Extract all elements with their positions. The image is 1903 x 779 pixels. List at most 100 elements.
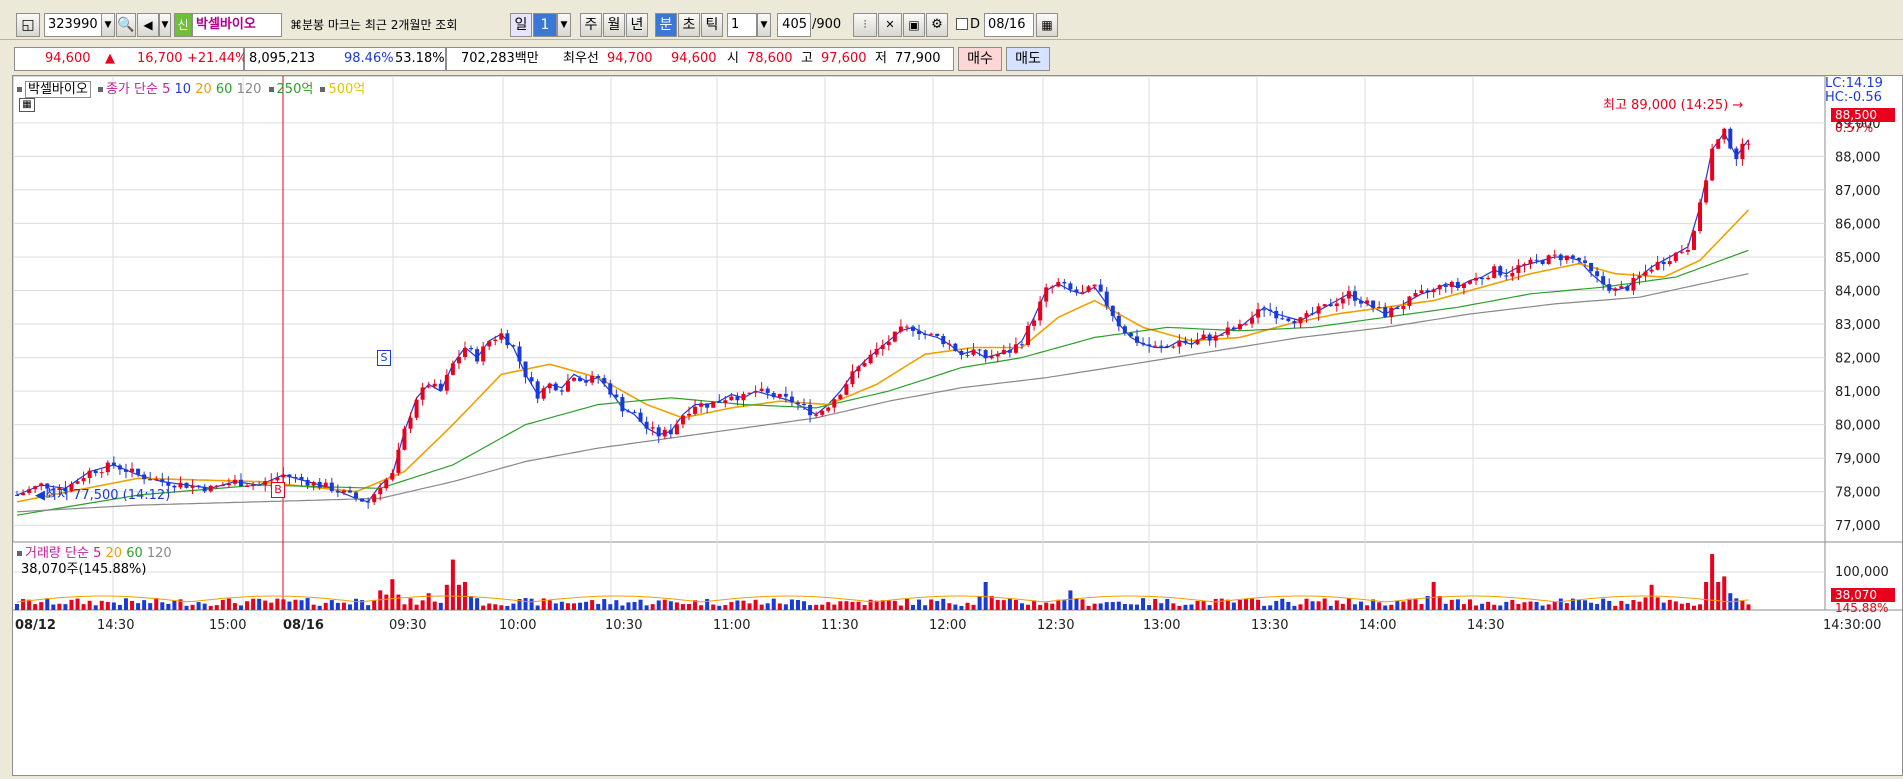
candle [892,331,897,342]
period-week-button[interactable]: 주 [580,13,602,37]
volume-ma60: 60 [126,546,143,561]
candle [1153,345,1158,347]
volume-bar [1322,598,1327,610]
stock-code-input[interactable]: 323990 [44,13,102,37]
price-chart[interactable]: 89,00088,00087,00086,00085,00084,00083,0… [12,75,1902,775]
candle [626,411,631,413]
open-label: 시 [727,51,739,66]
calendar-icon[interactable]: ▦ [1036,13,1058,37]
volume-bar [1631,600,1636,610]
candle [674,424,679,435]
volume-bar [1655,597,1660,610]
candle [469,347,474,350]
period-tick-button[interactable]: 틱 [701,13,723,37]
buy-button[interactable]: 매수 [958,47,1002,71]
volume-bar [602,599,607,610]
volume-bar [1673,601,1678,610]
volume-bar [1268,605,1273,610]
candle [1558,254,1563,261]
stock-name[interactable]: 박셀바이오 [192,13,282,37]
candle [904,326,909,328]
candle [1013,344,1018,353]
legend-ma-label[interactable]: 종가 단순 [105,82,158,97]
candle-type-icon[interactable]: ⫶ [853,13,877,37]
period-month-button[interactable]: 월 [603,13,625,37]
candle [1649,269,1654,272]
volume-bar [1153,598,1158,610]
period-day-button[interactable]: 일 [510,13,532,37]
candle [656,427,661,437]
speaker-icon[interactable]: ◀︎ [137,13,159,37]
volume-bar [81,604,86,610]
save-icon[interactable]: ▣ [903,13,925,37]
volume-tick-label: 100,000 [1835,565,1889,580]
volume-bar [105,602,110,610]
volume-bar [184,605,189,610]
interval-input[interactable]: 1 [727,13,757,37]
candle [450,363,455,375]
candle [1546,255,1551,265]
volume-bar [795,599,800,610]
candle [959,350,964,356]
search-icon[interactable]: 🔍 [116,13,136,37]
legend-stock-name[interactable]: 박셀바이오 [25,81,91,98]
volume-bar [1359,601,1363,610]
x-tick-label: 14:30 [97,618,134,633]
candle [1679,251,1684,253]
sell-marker[interactable]: S [377,350,391,366]
crosshair-icon[interactable]: ✕ [878,13,902,37]
candle [1449,281,1454,287]
volume-bar [693,600,698,610]
volume-bar [299,600,304,610]
candle [1098,284,1103,292]
sell-button[interactable]: 매도 [1006,47,1050,71]
candle [263,481,268,485]
candle [1740,143,1745,160]
candle [717,401,722,403]
table-icon[interactable]: ▦ [19,98,35,112]
volume-bar [1292,605,1297,610]
volume-bar [360,600,365,610]
date-checkbox[interactable] [956,18,968,30]
period-dropdown-icon[interactable]: ▼ [557,13,571,37]
volume-bar [1013,599,1018,610]
chart-area[interactable]: 89,000 88,000 87,000 86,000 85,000 84,000 83,0… [12,75,1903,776]
date-input[interactable]: 08/16 [984,13,1034,37]
hc-label: HC:-0.56 [1825,90,1882,105]
volume-label[interactable]: 거래량 [25,546,61,561]
volume-bar [517,599,522,610]
volume-value: 8,095,213 [249,51,316,66]
period-minute-button[interactable]: 분 [655,13,677,37]
candle [1159,345,1164,347]
buy-marker[interactable]: B [271,482,285,498]
last-volume-label: 38,070 [1831,588,1895,602]
candle [1038,301,1043,321]
code-dropdown-icon[interactable]: ▼ [101,13,115,37]
gear-icon[interactable]: ⚙ [926,13,948,37]
volume-bar [1128,604,1133,610]
period-year-button[interactable]: 년 [626,13,648,37]
candle [547,383,552,389]
candle [1292,321,1297,324]
interval-dropdown-icon[interactable]: ▼ [757,13,771,37]
volume-bar [1601,598,1606,610]
candle [463,347,467,357]
volume-bar [571,603,576,610]
candle [1698,202,1703,232]
candle [257,484,262,486]
chart-settings-icon[interactable]: ◱ [16,13,40,37]
speaker-dropdown-icon[interactable]: ▼ [159,13,171,37]
count-input[interactable]: 405 [777,13,811,37]
candle [565,380,570,392]
volume-bar [880,600,885,610]
volume-bar [1431,582,1436,610]
candle [39,483,44,487]
volume-bar [1074,598,1079,610]
candle [432,383,437,387]
period-second-button[interactable]: 초 [678,13,700,37]
volume-bar [838,601,843,610]
period-num-select[interactable]: 1 [533,13,557,37]
arrow-left-icon: ◀ [35,488,45,503]
volume-bar [1498,605,1503,610]
candle [911,326,915,331]
